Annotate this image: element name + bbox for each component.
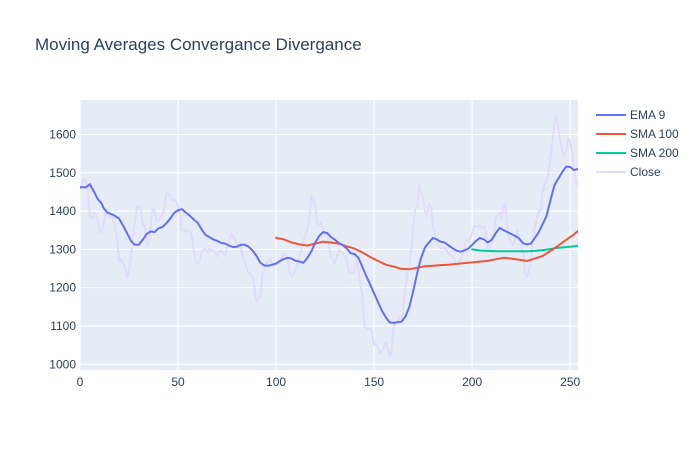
x-tick-label: 50 [171,375,185,389]
series-line-sma100 [275,229,578,271]
legend-item-sma100[interactable]: SMA 100 [596,127,679,141]
y-tick-label: 1000 [49,357,76,371]
x-tick-label: 200 [462,375,482,389]
x-tick-label: 250 [560,375,580,389]
x-tick-label: 100 [266,375,286,389]
legend-label: EMA 9 [630,108,666,122]
series-line-close [80,114,578,357]
x-tick-label: 150 [364,375,384,389]
x-tick-label: 0 [77,375,84,389]
y-tick-label: 1100 [50,319,76,333]
y-tick-label: 1400 [49,204,76,218]
y-tick-label: 1600 [49,127,76,141]
y-tick-label: 1500 [49,166,76,180]
legend-label: Close [630,165,661,179]
y-tick-label: 1300 [49,242,76,256]
legend-item-sma200[interactable]: SMA 200 [596,146,679,160]
legend-label: SMA 200 [630,146,679,160]
chart-title: Moving Averages Convergance Divergance [35,35,362,54]
axis-labels: 1000 1100 1200 1300 1400 1500 1600 0 50 100 150 200… [49,127,580,389]
legend[interactable]: EMA 9 SMA 100 SMA 200 Close [596,108,679,179]
legend-item-close[interactable]: Close [596,165,661,179]
series-line-ema9 [80,165,578,324]
series-layer [80,114,578,357]
legend-item-ema9[interactable]: EMA 9 [596,108,666,122]
series-line-sma200 [471,244,578,253]
y-tick-label: 1200 [49,281,76,295]
legend-label: SMA 100 [630,127,679,141]
